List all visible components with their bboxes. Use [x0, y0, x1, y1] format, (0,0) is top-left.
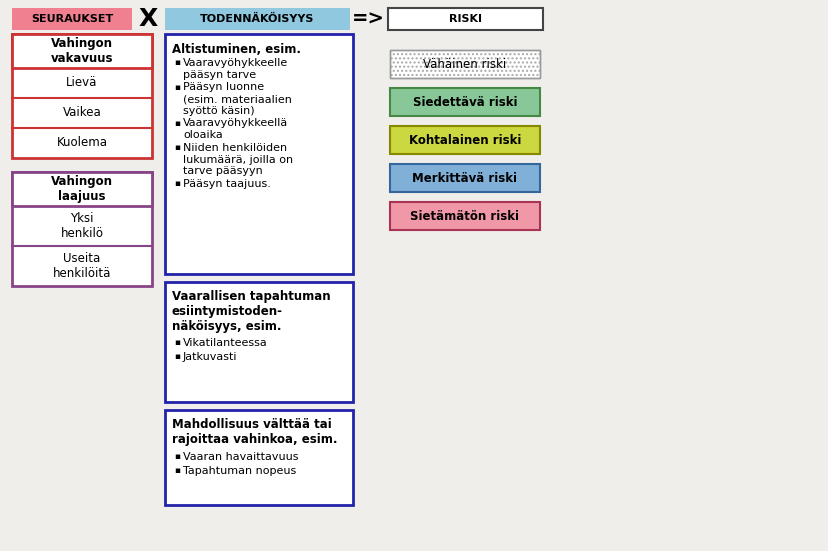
Text: X: X	[138, 7, 157, 31]
Text: Niiden henkilöiden
lukumäärä, joilla on
tarve pääsyyn: Niiden henkilöiden lukumäärä, joilla on …	[183, 143, 293, 176]
Text: Kuolema: Kuolema	[56, 137, 108, 149]
FancyBboxPatch shape	[389, 88, 539, 116]
Text: Merkittävä riski: Merkittävä riski	[412, 171, 517, 185]
Text: ▪: ▪	[174, 452, 180, 461]
Text: Jatkuvasti: Jatkuvasti	[183, 352, 237, 362]
Text: TODENNÄKÖISYYS: TODENNÄKÖISYYS	[200, 14, 315, 24]
FancyBboxPatch shape	[165, 282, 353, 402]
FancyBboxPatch shape	[165, 34, 353, 274]
FancyBboxPatch shape	[389, 202, 539, 230]
Text: Vaaran havaittavuus: Vaaran havaittavuus	[183, 452, 298, 462]
Text: Vahingon
laajuus: Vahingon laajuus	[51, 175, 113, 203]
Text: ▪: ▪	[174, 338, 180, 347]
FancyBboxPatch shape	[12, 34, 152, 158]
Text: Lievä: Lievä	[66, 77, 98, 89]
FancyBboxPatch shape	[165, 8, 349, 30]
Text: Tapahtuman nopeus: Tapahtuman nopeus	[183, 466, 296, 476]
Text: Vaarallisen tapahtuman
esiintymistoden-
näköisyys, esim.: Vaarallisen tapahtuman esiintymistoden- …	[171, 290, 330, 333]
FancyBboxPatch shape	[12, 8, 132, 30]
Text: ▪: ▪	[174, 143, 180, 152]
Text: ▪: ▪	[174, 466, 180, 475]
Text: =>: =>	[351, 9, 384, 29]
FancyBboxPatch shape	[389, 126, 539, 154]
FancyBboxPatch shape	[388, 8, 542, 30]
Text: Vikatilanteessa: Vikatilanteessa	[183, 338, 267, 348]
Text: Siedettävä riski: Siedettävä riski	[412, 95, 517, 109]
Text: Sietämätön riski: Sietämätön riski	[410, 209, 519, 223]
Text: Pääsyn taajuus.: Pääsyn taajuus.	[183, 179, 271, 189]
Text: Useita
henkilöitä: Useita henkilöitä	[53, 252, 111, 280]
FancyBboxPatch shape	[389, 164, 539, 192]
Text: Vahingon
vakavuus: Vahingon vakavuus	[51, 37, 113, 65]
Text: ▪: ▪	[174, 118, 180, 127]
FancyBboxPatch shape	[389, 50, 539, 78]
Text: Yksi
henkilö: Yksi henkilö	[60, 212, 104, 240]
Text: Vaaravyöhykkeelle
pääsyn tarve: Vaaravyöhykkeelle pääsyn tarve	[183, 58, 288, 79]
FancyBboxPatch shape	[12, 172, 152, 206]
Text: ▪: ▪	[174, 352, 180, 361]
Text: SEURAUKSET: SEURAUKSET	[31, 14, 113, 24]
Text: Pääsyn luonne
(esim. materiaalien
syöttö käsin): Pääsyn luonne (esim. materiaalien syöttö…	[183, 83, 291, 116]
Text: RISKI: RISKI	[449, 14, 481, 24]
Text: Altistuminen, esim.: Altistuminen, esim.	[171, 43, 301, 56]
Text: ▪: ▪	[174, 83, 180, 91]
Text: ▪: ▪	[174, 179, 180, 188]
Text: ▪: ▪	[174, 58, 180, 67]
Text: Vaaravyöhykkeellä
oloaika: Vaaravyöhykkeellä oloaika	[183, 118, 288, 140]
FancyBboxPatch shape	[12, 172, 152, 286]
Text: Mahdollisuus välttää tai
rajoittaa vahinkoa, esim.: Mahdollisuus välttää tai rajoittaa vahin…	[171, 418, 337, 446]
Text: Vaikea: Vaikea	[63, 106, 101, 120]
Text: Vähäinen riski: Vähäinen riski	[423, 57, 506, 71]
FancyBboxPatch shape	[12, 34, 152, 68]
Text: Kohtalainen riski: Kohtalainen riski	[408, 133, 521, 147]
FancyBboxPatch shape	[165, 410, 353, 505]
